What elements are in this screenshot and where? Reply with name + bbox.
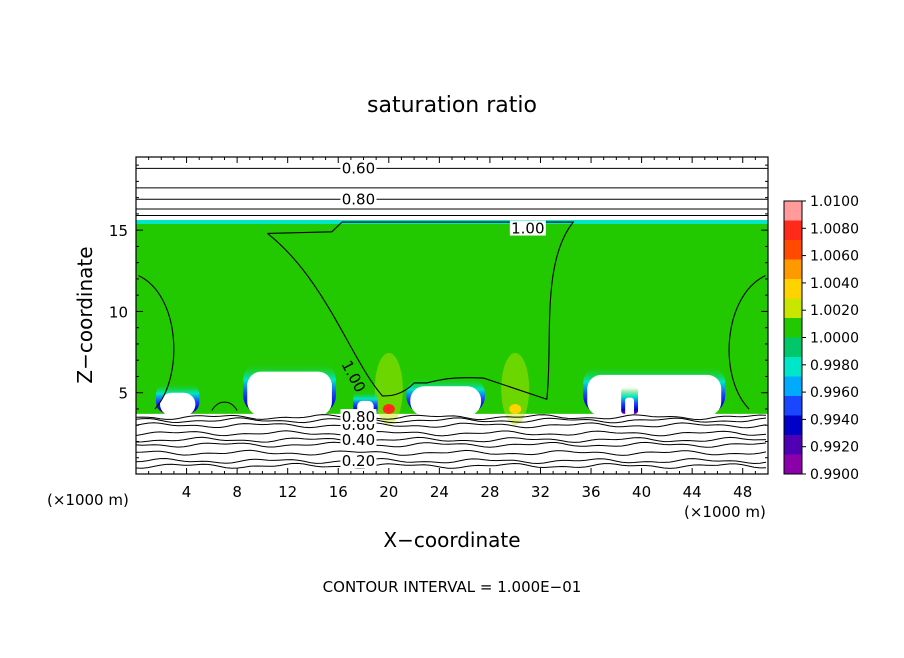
- x-tick-label: 12: [278, 483, 297, 501]
- y-tick-label: 15: [109, 222, 128, 240]
- x-tick-label: 16: [329, 483, 348, 501]
- contour-label: 0.60: [342, 159, 375, 177]
- cloud-region: [410, 386, 482, 416]
- hot-spot: [509, 403, 522, 414]
- contour-line-lower: [136, 457, 767, 465]
- colorbar-label: 1.0100: [810, 194, 859, 210]
- contour-label-bg: [509, 220, 546, 236]
- contour-label-bg: [340, 452, 377, 468]
- colorbar-label: 0.9940: [810, 412, 859, 428]
- colorbar-label: 1.0060: [810, 249, 859, 265]
- cloud-region: [587, 374, 722, 416]
- contour-line-lower: [136, 441, 767, 448]
- colorbar-label: 1.0040: [810, 276, 859, 292]
- contour-line-lower: [136, 462, 767, 469]
- contour-label-bg: [340, 409, 377, 425]
- contour-label-bg: [340, 431, 377, 447]
- contour-line-left-edge: [138, 275, 175, 410]
- x-tick-label: 40: [632, 483, 651, 501]
- contour-line-lower: [136, 449, 767, 456]
- saturation-field: [136, 220, 768, 425]
- colorbar-swatch: [784, 201, 802, 221]
- colorbar-swatch: [784, 240, 802, 260]
- contour-label: 0.80: [342, 408, 375, 426]
- colorbar-swatch: [784, 376, 802, 397]
- contour-line-lower: [136, 422, 767, 429]
- contour-line-lower: [136, 436, 767, 443]
- colorbar-label: 0.9920: [810, 440, 859, 456]
- cloud-region: [625, 397, 635, 416]
- colorbar-swatch: [784, 298, 802, 319]
- x-axis-unit-left: (×1000 m): [47, 491, 129, 509]
- colorbar-label: 0.9900: [810, 467, 859, 483]
- x-axis-label: X−coordinate: [383, 528, 520, 552]
- x-tick-label: 4: [182, 483, 192, 501]
- hot-spot: [382, 403, 395, 414]
- colorbar-swatch: [784, 279, 802, 299]
- colorbar-label: 1.0080: [810, 221, 859, 237]
- contour-line-right-edge: [728, 275, 766, 410]
- contour-line-lower: [136, 414, 767, 421]
- y-tick-label: 5: [118, 385, 128, 403]
- contour-interval-note: CONTOUR INTERVAL = 1.000E−01: [323, 578, 582, 596]
- contour-label-bg: [340, 191, 377, 207]
- contour-line-lower: [136, 417, 767, 424]
- contour-label: 0.20: [342, 452, 375, 470]
- colorbar-swatch: [784, 454, 802, 475]
- colorbar-label: 0.9980: [810, 358, 859, 374]
- contour-label: 0.40: [342, 431, 375, 449]
- x-tick-label: 32: [531, 483, 550, 501]
- x-tick-label: 28: [480, 483, 499, 501]
- colorbar-swatch: [784, 415, 802, 436]
- x-tick-label: 48: [733, 483, 752, 501]
- contour-label: 1.00: [511, 220, 544, 238]
- contour-line-1-00: [267, 221, 575, 400]
- colorbar-swatch: [784, 357, 802, 377]
- x-tick-label: 36: [581, 483, 600, 501]
- colorbar-swatch: [784, 396, 802, 416]
- contour-lines: [136, 167, 768, 469]
- cloud-region: [160, 392, 196, 416]
- x-tick-label: 44: [683, 483, 702, 501]
- contour-line-lower: [136, 430, 767, 437]
- colorbar-swatch: [784, 435, 802, 455]
- colorbar-swatch: [784, 318, 802, 338]
- y-tick-label: 10: [109, 303, 128, 321]
- contour-label-bg: [340, 160, 377, 176]
- colorbar-label: 1.0020: [810, 303, 859, 319]
- colorbar: 1.0100 1.0080 1.0060 1.0040 1.0020 1.0000 0.99…: [783, 194, 859, 483]
- colorbar-label: 1.0000: [810, 331, 859, 347]
- colorbar-swatch: [784, 220, 802, 241]
- colorbar-label: 0.9960: [810, 385, 859, 401]
- x-tick-label: 24: [430, 483, 449, 501]
- x-tick-label: 20: [379, 483, 398, 501]
- x-axis-unit-right: (×1000 m): [684, 503, 766, 521]
- warm-plume: [374, 352, 403, 425]
- cloud-region: [247, 371, 332, 416]
- contour-label: 0.80: [342, 190, 375, 208]
- y-axis-label: Z−coordinate: [73, 246, 97, 383]
- colorbar-swatch: [784, 337, 802, 358]
- x-tick-label: 8: [232, 483, 242, 501]
- colorbar-swatch: [784, 259, 802, 280]
- contour-line-small-loop: [211, 401, 238, 411]
- chart-title: saturation ratio: [367, 93, 537, 118]
